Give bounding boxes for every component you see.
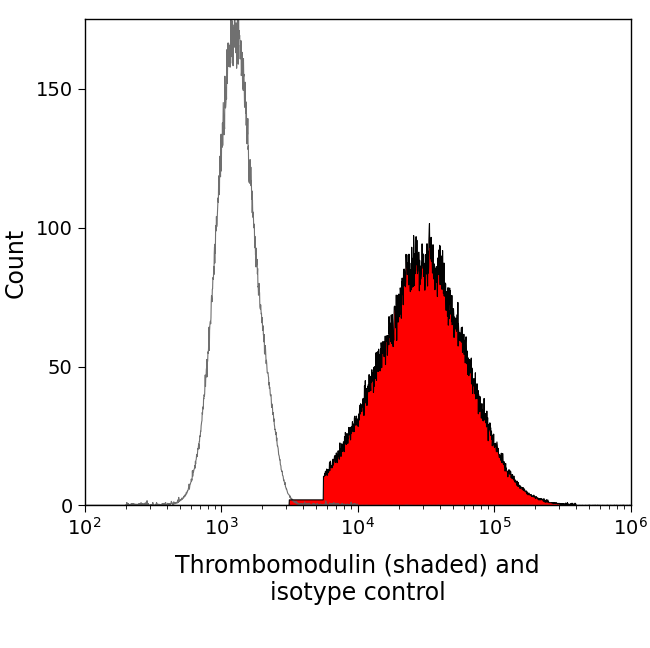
X-axis label: Thrombomodulin (shaded) and
isotype control: Thrombomodulin (shaded) and isotype cont… xyxy=(176,553,540,605)
Y-axis label: Count: Count xyxy=(3,227,27,297)
